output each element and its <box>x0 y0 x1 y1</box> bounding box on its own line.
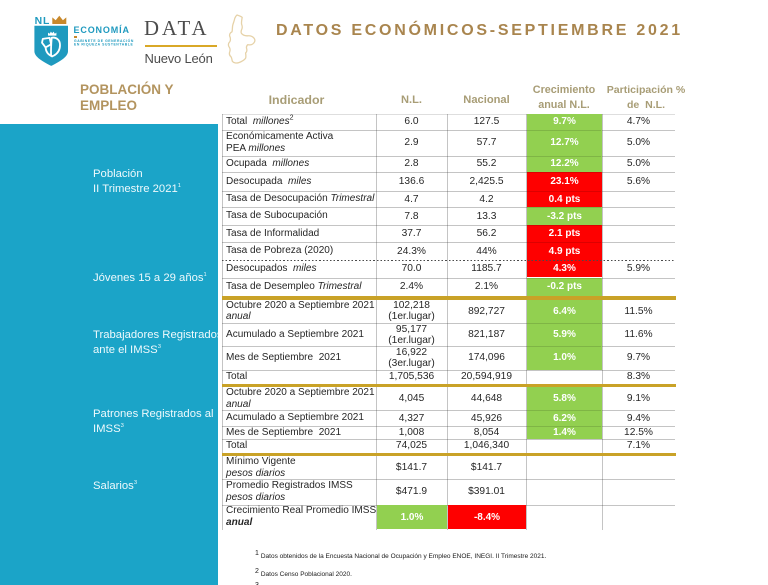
svg-text:NL: NL <box>35 16 51 27</box>
